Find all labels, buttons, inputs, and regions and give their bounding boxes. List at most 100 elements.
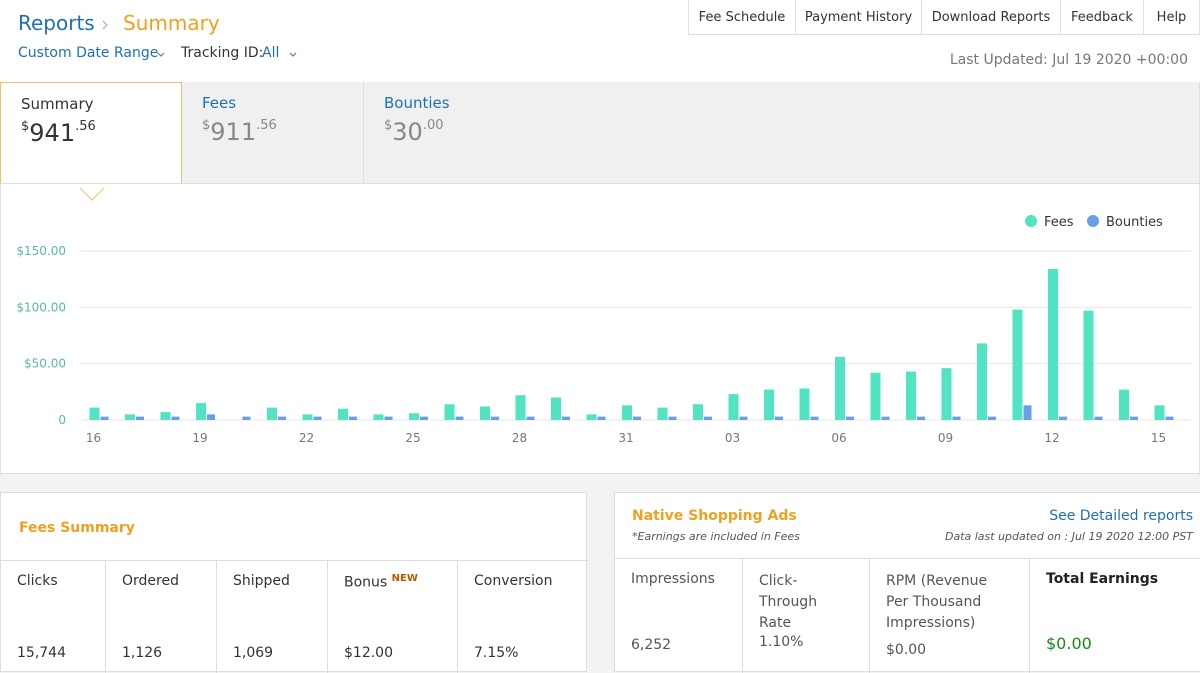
tracking-dropdown[interactable]: All	[262, 45, 280, 61]
caret	[289, 52, 297, 57]
cents: .56	[256, 118, 277, 133]
stat: Impressions 6,252	[615, 559, 743, 673]
bar	[562, 416, 570, 420]
bar	[633, 416, 641, 420]
nav-button[interactable]: Payment History	[795, 0, 922, 35]
x-tick-label: 16	[86, 431, 101, 445]
bar	[988, 416, 996, 420]
bar	[657, 407, 668, 420]
bar	[586, 414, 597, 420]
bar	[349, 416, 357, 420]
tab-bounties[interactable]: Bounties $30.00	[364, 82, 1200, 183]
bar	[302, 414, 313, 420]
stat: Ordered 1,126	[106, 561, 217, 673]
x-tick-label: 12	[1044, 431, 1059, 445]
stat-label: Impressions	[631, 571, 715, 587]
stat-label: Bonus	[344, 574, 388, 591]
stat-value: $12.00	[344, 645, 393, 661]
nav-button[interactable]: Fee Schedule	[688, 0, 796, 35]
amount: 30	[392, 118, 423, 146]
bar	[373, 414, 384, 420]
bar	[668, 416, 677, 420]
stat: Click-Through Rate 1.10%	[743, 559, 870, 673]
caret	[157, 52, 165, 57]
stat: Shipped 1,069	[217, 561, 328, 673]
x-tick-label: 06	[831, 431, 846, 445]
currency: $	[21, 119, 30, 134]
bar	[89, 407, 100, 420]
bar	[267, 407, 277, 420]
bar	[420, 416, 428, 420]
tab-summary[interactable]: Summary $941.56	[0, 82, 182, 188]
bar	[977, 343, 987, 420]
bar	[1059, 416, 1067, 420]
tab-label: Fees	[202, 94, 237, 112]
bar	[160, 412, 171, 420]
bar	[728, 394, 739, 420]
bar	[799, 388, 810, 420]
tab-label: Summary	[21, 95, 94, 113]
bar	[551, 397, 561, 420]
bar	[739, 416, 748, 420]
x-tick-label: 22	[299, 431, 314, 445]
bar	[835, 356, 845, 420]
stat-value: 6,252	[631, 637, 672, 653]
stat: Conversion 7.15%	[458, 561, 588, 673]
legend-swatch	[1025, 215, 1037, 227]
stat-value: 1,126	[122, 645, 163, 661]
stat-label: Clicks	[17, 573, 58, 589]
bar	[704, 416, 712, 420]
bar	[338, 408, 348, 420]
stat-value: 15,744	[17, 645, 66, 661]
panel-title: Fees Summary	[19, 520, 135, 536]
bar	[136, 416, 144, 420]
stat: Clicks 15,744	[1, 561, 106, 673]
tracking-label: Tracking ID:	[181, 45, 264, 61]
bar	[515, 395, 526, 420]
currency: $	[202, 118, 211, 133]
tab-pointer	[80, 187, 104, 201]
fees-summary-panel: Fees Summary Clicks 15,744 Ordered 1,126 S…	[0, 492, 588, 673]
bar	[171, 416, 180, 420]
detailed-reports-link[interactable]: See Detailed reports	[1049, 508, 1193, 524]
tab-fees[interactable]: Fees $911.56	[182, 82, 364, 183]
nav-button[interactable]: Feedback	[1060, 0, 1144, 35]
x-tick-label: 25	[405, 431, 420, 445]
bar	[1094, 416, 1103, 420]
cents: .00	[422, 118, 444, 133]
bar	[693, 404, 703, 420]
bar	[764, 389, 774, 420]
stat-label: RPM (Revenue Per Thousand Impressions)	[886, 573, 988, 631]
tab-label: Bounties	[384, 94, 450, 112]
bar	[810, 416, 819, 420]
bar	[870, 372, 881, 420]
bar	[1154, 405, 1165, 420]
bar	[917, 416, 925, 420]
breadcrumb-summary: Summary	[123, 11, 220, 35]
note: *Earnings are included in Fees	[632, 530, 800, 543]
amount: 941	[29, 119, 76, 147]
x-tick-label: 28	[512, 431, 527, 445]
y-tick-label: $100.00	[16, 300, 66, 314]
breadcrumb-reports[interactable]: Reports	[18, 11, 95, 35]
nav-button[interactable]: Download Reports	[921, 0, 1061, 35]
data-updated: Data last updated on : Jul 19 2020 12:00…	[944, 530, 1193, 543]
last-updated: Last Updated: Jul 19 2020 +00:00	[949, 52, 1188, 68]
bar	[906, 371, 916, 420]
x-tick-label: 09	[938, 431, 953, 445]
stat-label: Ordered	[122, 573, 179, 589]
bar	[1012, 309, 1023, 420]
date-range-dropdown[interactable]: Custom Date Range	[18, 45, 159, 61]
nav-button[interactable]: Help	[1143, 0, 1200, 35]
bar	[1083, 310, 1094, 420]
bar	[1023, 405, 1032, 420]
stat-value: $0.00	[1046, 634, 1092, 653]
bar	[941, 368, 952, 420]
bar	[881, 416, 890, 420]
x-tick-label: 15	[1151, 431, 1166, 445]
bar	[196, 403, 206, 420]
y-tick-label: $50.00	[24, 357, 66, 371]
stat-value: 7.15%	[474, 645, 519, 661]
amount: 911	[210, 118, 257, 146]
